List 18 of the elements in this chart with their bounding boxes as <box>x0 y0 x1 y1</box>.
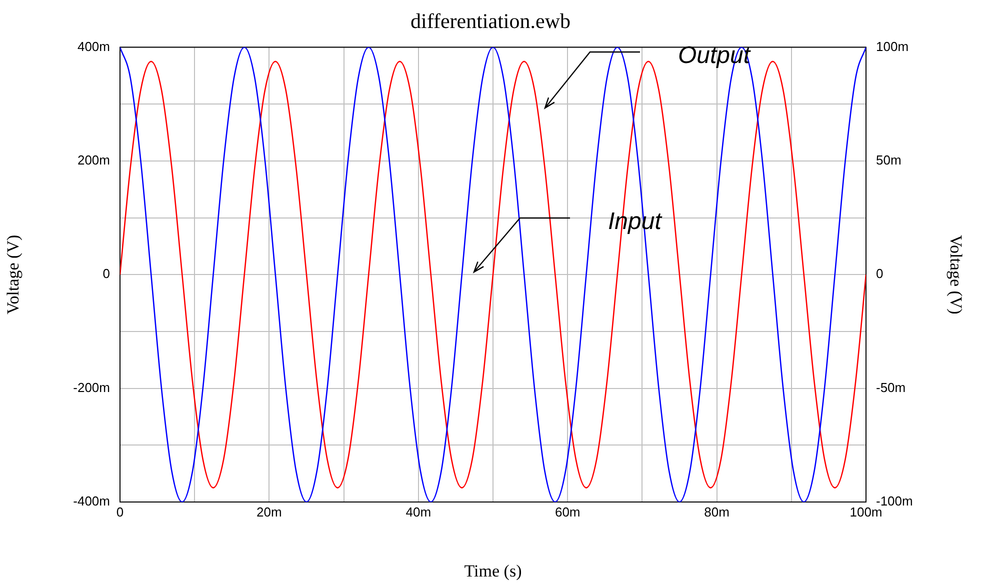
y-tick-label: 200m <box>77 152 110 168</box>
x-axis-title: Time (s) <box>464 561 522 580</box>
y2-tick-label: -50m <box>876 380 906 395</box>
y-tick-label: -400m <box>73 494 110 509</box>
y2-tick-label: 0 <box>876 266 884 282</box>
y-axis-title: Voltage (V) <box>4 234 23 314</box>
y2-axis-title: Voltage (V) <box>946 234 966 314</box>
chart-title: differentiation.ewb <box>410 9 570 34</box>
y2-tick-label: 100m <box>876 38 909 54</box>
y-tick-label: 400m <box>77 38 110 54</box>
x-tick-label: 40m <box>406 504 432 520</box>
x-tick-label: 0 <box>116 504 124 520</box>
y-tick-label: 0 <box>102 266 110 282</box>
x-tick-label: 80m <box>704 504 730 520</box>
y-tick-label: -200m <box>73 380 110 395</box>
x-tick-label: 60m <box>554 504 580 520</box>
x-tick-label: 20m <box>256 504 282 520</box>
y2-tick-label: 50m <box>876 152 902 168</box>
